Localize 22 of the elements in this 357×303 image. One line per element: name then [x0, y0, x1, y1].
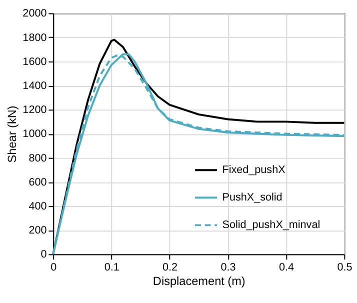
y-tick-label: 1600 [22, 56, 47, 68]
y-tick-label: 2000 [22, 8, 47, 20]
y-tick-label: 800 [28, 152, 47, 164]
y-tick-label: 1000 [22, 128, 47, 140]
legend-label: Fixed_pushX [222, 164, 286, 176]
y-axis-title: Shear (kN) [4, 106, 19, 163]
x-tick-label: 0.5 [337, 261, 352, 274]
y-tick-label: 600 [28, 176, 47, 188]
x-tick-label: 0 [50, 261, 57, 274]
y-tick-label: 1800 [22, 32, 47, 44]
y-tick-label: 0 [40, 248, 47, 261]
legend-label: Solid_pushX_minval [222, 219, 320, 232]
x-tick-label: 0.3 [220, 261, 236, 274]
x-tick-label: 0.1 [104, 261, 120, 274]
legend-label: PushX_solid [222, 192, 282, 204]
y-tick-label: 400 [28, 200, 47, 212]
x-tick-label: 0.2 [162, 261, 178, 274]
x-axis-title: Displacement (m) [152, 274, 246, 288]
x-tick-label: 0.4 [278, 261, 294, 274]
y-tick-label: 200 [28, 224, 47, 237]
y-tick-label: 1400 [22, 80, 47, 92]
y-tick-label: 1200 [22, 104, 47, 116]
